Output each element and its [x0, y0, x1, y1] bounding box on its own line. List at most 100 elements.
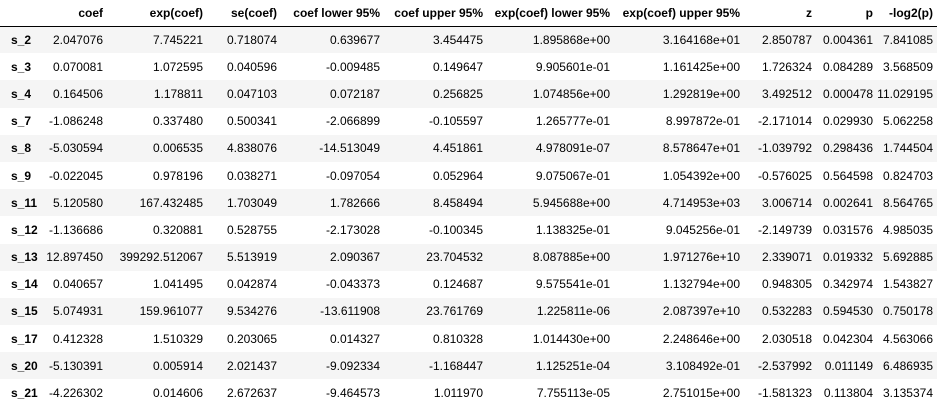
- table-cell: 3.454475: [432, 32, 483, 47]
- table-cell: 2.850787: [761, 32, 812, 47]
- table-cell: 0.004361: [822, 32, 873, 47]
- header-row: coef exp(coef) se(coef) coef lower 95% coef …: [0, 0, 937, 27]
- table-cell: 3.492512: [761, 86, 812, 101]
- table-cell: 0.040657: [52, 277, 103, 292]
- column-header: exp(coef) lower 95%: [487, 0, 614, 27]
- table-cell: -0.043373: [325, 277, 380, 292]
- table-cell: 0.002641: [822, 195, 873, 210]
- table-cell: 2.021437: [226, 358, 277, 373]
- table-cell: 0.014327: [329, 331, 380, 346]
- table-cell: 4.985035: [882, 222, 933, 237]
- table-cell: -1.168447: [428, 358, 483, 373]
- table-cell: 8.458494: [432, 195, 483, 210]
- table-cell: -0.576025: [757, 168, 812, 183]
- column-header: se(coef): [207, 0, 281, 27]
- table-cell: 4.563066: [882, 331, 933, 346]
- table-cell: 1.225811e-06: [536, 304, 610, 319]
- table-cell: 9.905601e-01: [535, 59, 610, 74]
- table-cell: -2.171014: [757, 114, 812, 129]
- table-row: s_7 -1.086248 0.337480 0.500341 -2.066899 -0.…: [0, 107, 937, 135]
- table-cell: -2.173028: [325, 222, 380, 237]
- table-cell: 9.075067e-01: [535, 168, 610, 183]
- column-header: z: [744, 0, 816, 27]
- table-cell: -0.097054: [325, 168, 380, 183]
- table-cell: 7.745221: [152, 32, 203, 47]
- table-cell: 0.298436: [822, 141, 873, 156]
- table-cell: 7.755113e-05: [536, 386, 610, 401]
- table-cell: 4.838076: [226, 141, 277, 156]
- table-cell: 0.412328: [52, 331, 103, 346]
- table-cell: 0.042874: [226, 277, 277, 292]
- table-cell: 0.113804: [823, 386, 873, 401]
- table-cell: 399292.512067: [119, 250, 203, 265]
- table-cell: 1.041495: [152, 277, 203, 292]
- table-cell: 5.074931: [52, 304, 103, 319]
- table-cell: 0.342974: [822, 277, 873, 292]
- table-cell: 2.030518: [761, 331, 812, 346]
- table-cell: 159.961077: [139, 304, 203, 319]
- table-cell: 0.532283: [761, 304, 812, 319]
- table-cell: 0.038271: [226, 168, 277, 183]
- table-cell: -5.130391: [48, 358, 103, 373]
- table-row: s_9 -0.022045 0.978196 0.038271 -0.097054 0.0…: [0, 161, 937, 190]
- row-label: s_3: [11, 59, 32, 74]
- row-label: s_14: [11, 277, 38, 292]
- table-cell: -1.136686: [48, 222, 103, 237]
- table-row: s_17 0.412328 1.510329 0.203065 0.014327 0.81…: [0, 325, 937, 353]
- table-cell: -2.537992: [757, 358, 812, 373]
- table-cell: 2.672637: [226, 386, 277, 401]
- table-cell: 2.090367: [329, 250, 380, 265]
- table-cell: -2.149739: [757, 222, 812, 237]
- table-cell: 5.945688e+00: [532, 195, 610, 210]
- table-cell: 167.432485: [139, 195, 203, 210]
- table-cell: 0.019332: [822, 250, 873, 265]
- column-header: coef: [45, 0, 107, 27]
- table-cell: 11.029195: [877, 86, 933, 101]
- table-cell: 0.124687: [432, 277, 483, 292]
- table-cell: 1.292819e+00: [662, 86, 740, 101]
- table-body: s_2 2.047076 7.745221 0.718074 0.639677 3.454…: [0, 26, 937, 407]
- table-cell: -9.092334: [325, 358, 380, 373]
- table-cell: 9.045256e-01: [665, 222, 740, 237]
- table-cell: 23.761769: [426, 304, 483, 319]
- column-header: exp(coef): [107, 0, 207, 27]
- table-cell: 0.000478: [822, 86, 873, 101]
- table-cell: 3.135374: [882, 386, 933, 401]
- table-cell: -1.581323: [757, 386, 812, 401]
- table-row: s_4 0.164506 1.178811 0.047103 0.072187 0.256…: [0, 80, 937, 108]
- table-cell: 9.534276: [226, 304, 277, 319]
- table-row: s_11 5.120580 167.432485 1.703049 1.782666 8.…: [0, 189, 937, 217]
- table-cell: 1.138325e-01: [535, 222, 610, 237]
- table-cell: 3.006714: [761, 195, 812, 210]
- table-cell: -1.086248: [48, 114, 103, 129]
- table-cell: 1.971276e+10: [662, 250, 740, 265]
- table-cell: -0.009485: [325, 59, 380, 74]
- table-cell: 6.486935: [882, 358, 933, 373]
- table-cell: 0.031576: [822, 222, 873, 237]
- table-cell: 2.751015e+00: [662, 386, 740, 401]
- table-cell: 23.704532: [426, 250, 483, 265]
- index-header: [0, 0, 45, 27]
- table-cell: 1.726324: [761, 59, 812, 74]
- table-cell: 0.256825: [432, 86, 483, 101]
- table-row: s_3 0.070081 1.072595 0.040596 -0.009485 0.14…: [0, 53, 937, 81]
- row-label: s_12: [11, 222, 38, 237]
- table-cell: 1.072595: [152, 59, 203, 74]
- table-cell: 0.594530: [822, 304, 873, 319]
- table-cell: 5.513919: [226, 250, 277, 265]
- table-cell: 0.005914: [152, 358, 203, 373]
- row-label: s_7: [11, 114, 32, 129]
- table-cell: 3.568509: [882, 59, 933, 74]
- table-cell: 9.575541e-01: [535, 277, 610, 292]
- table-cell: 3.164168e+01: [662, 32, 740, 47]
- table-cell: 0.824703: [882, 168, 933, 183]
- row-label: s_9: [11, 168, 32, 183]
- table-cell: 8.087885e+00: [532, 250, 610, 265]
- column-header: -log2(p): [877, 0, 937, 27]
- table-cell: -0.100345: [428, 222, 483, 237]
- table-row: s_12 -1.136686 0.320881 0.528755 -2.173028 -0…: [0, 216, 937, 244]
- table-cell: 4.714953e+03: [662, 195, 740, 210]
- table-cell: -0.105597: [428, 114, 483, 129]
- table-cell: 5.120580: [52, 195, 103, 210]
